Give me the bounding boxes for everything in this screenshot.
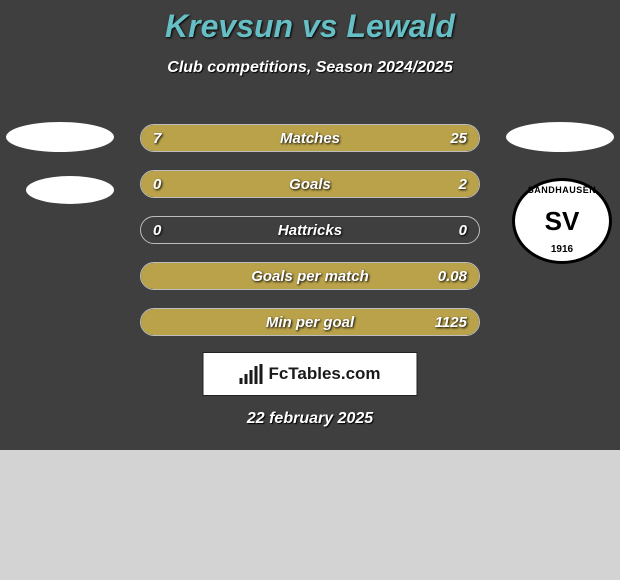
player1-badge-placeholder-2 <box>26 176 114 204</box>
stat-value-right: 0.08 <box>438 263 467 289</box>
stat-value-right: 25 <box>450 125 467 151</box>
stat-value-right: 1125 <box>435 309 467 335</box>
bar-chart-icon <box>239 364 262 384</box>
branding-banner[interactable]: FcTables.com <box>203 352 418 396</box>
stat-label: Goals <box>141 171 479 197</box>
page-title: Krevsun vs Lewald <box>0 0 620 45</box>
stat-row: Min per goal1125 <box>140 308 480 336</box>
stat-label: Matches <box>141 125 479 151</box>
stat-row: Goals per match0.08 <box>140 262 480 290</box>
stat-value-right: 0 <box>459 217 467 243</box>
stat-row: Goals0 2 <box>140 170 480 198</box>
stat-row: Hattricks0 0 <box>140 216 480 244</box>
stat-value-left: 7 <box>153 125 161 151</box>
club-badge-sandhausen: SANDHAUSEN SV 1916 <box>512 178 612 264</box>
stat-value-left: 0 <box>153 171 161 197</box>
club-badge-top-text: SANDHAUSEN <box>528 185 597 195</box>
stat-label: Min per goal <box>141 309 479 335</box>
stat-label: Goals per match <box>141 263 479 289</box>
stats-container: Matches725Goals02Hattricks00Goals per ma… <box>140 124 480 354</box>
comparison-card: Krevsun vs Lewald Club competitions, Sea… <box>0 0 620 450</box>
player1-badge-placeholder-1 <box>6 122 114 152</box>
stat-row: Matches7 25 <box>140 124 480 152</box>
branding-text: FcTables.com <box>268 364 380 384</box>
club-badge-center-text: SV <box>545 210 580 232</box>
stat-value-left: 0 <box>153 217 161 243</box>
subtitle: Club competitions, Season 2024/2025 <box>0 59 620 77</box>
stat-value-right: 2 <box>459 171 467 197</box>
stat-label: Hattricks <box>141 217 479 243</box>
club-badge-bottom-text: 1916 <box>551 244 573 255</box>
date-label: 22 february 2025 <box>0 410 620 428</box>
player2-badge-placeholder <box>506 122 614 152</box>
